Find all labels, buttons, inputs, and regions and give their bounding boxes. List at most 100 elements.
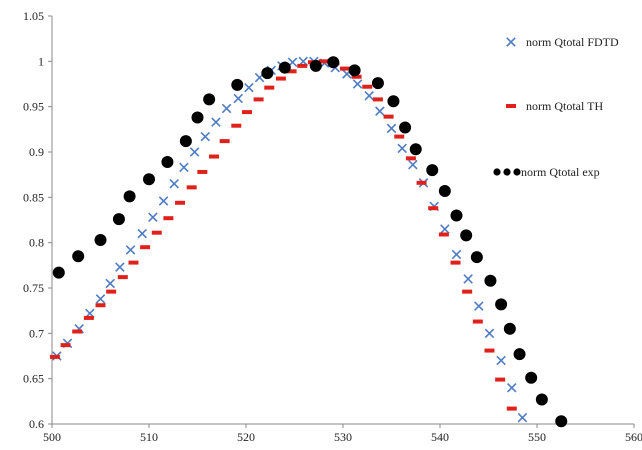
data-point bbox=[140, 245, 151, 250]
data-point bbox=[450, 209, 463, 222]
data-point bbox=[348, 64, 361, 77]
data-point bbox=[462, 289, 473, 294]
data-point bbox=[151, 230, 162, 235]
data-point bbox=[158, 196, 169, 206]
data-point bbox=[517, 412, 528, 423]
y-tick-label: 0.75 bbox=[23, 281, 44, 295]
data-point bbox=[484, 274, 497, 287]
legend-item: norm Qtotal FDTD bbox=[506, 35, 619, 49]
data-point bbox=[105, 278, 115, 289]
data-point bbox=[115, 262, 125, 272]
data-point bbox=[169, 178, 179, 189]
data-point bbox=[352, 79, 363, 89]
data-point bbox=[52, 266, 65, 279]
data-point bbox=[463, 274, 473, 284]
data-point bbox=[386, 123, 397, 134]
data-point bbox=[362, 84, 373, 89]
data-point bbox=[351, 74, 362, 79]
data-point bbox=[161, 155, 174, 168]
data-point bbox=[309, 59, 322, 72]
data-point bbox=[484, 328, 495, 339]
data-point bbox=[450, 260, 461, 265]
legend-label: norm Qtotal FDTD bbox=[526, 35, 619, 49]
data-point bbox=[189, 147, 200, 157]
data-point bbox=[426, 164, 439, 177]
data-point bbox=[286, 69, 297, 74]
data-point bbox=[94, 233, 107, 246]
data-point bbox=[128, 260, 139, 265]
data-point bbox=[397, 143, 407, 154]
x-tick-label: 540 bbox=[431, 430, 449, 444]
data-point bbox=[143, 173, 155, 186]
legend: norm Qtotal FDTD norm Qtotal TH norm Qtota… bbox=[493, 35, 619, 179]
y-tick-label: 1.05 bbox=[23, 9, 44, 23]
legend-marker bbox=[513, 168, 521, 176]
data-point bbox=[137, 228, 147, 239]
legend-marker bbox=[503, 168, 511, 176]
data-point bbox=[375, 106, 385, 116]
x-tick-label: 560 bbox=[625, 430, 642, 444]
data-point bbox=[535, 393, 548, 406]
data-point bbox=[496, 355, 506, 366]
data-point bbox=[261, 67, 274, 80]
data-point bbox=[555, 415, 568, 428]
data-point bbox=[525, 371, 538, 384]
data-point bbox=[484, 348, 495, 353]
data-point bbox=[231, 78, 244, 91]
data-point bbox=[318, 59, 329, 64]
data-point bbox=[513, 348, 526, 361]
legend-label: norm Qtotal exp bbox=[521, 165, 600, 179]
data-point bbox=[405, 156, 416, 161]
data-point bbox=[186, 185, 197, 190]
data-point bbox=[503, 322, 516, 335]
data-point bbox=[117, 275, 128, 280]
data-point bbox=[495, 377, 506, 382]
y-tick-label: 0.8 bbox=[29, 236, 44, 250]
data-point bbox=[253, 97, 264, 102]
series-1 bbox=[52, 56, 528, 423]
data-point bbox=[440, 224, 450, 234]
y-tick-label: 0.9 bbox=[29, 145, 44, 159]
data-point bbox=[241, 110, 252, 115]
x-ticks: 500 510 520 530 540 550 560 bbox=[43, 424, 642, 444]
data-point bbox=[95, 294, 106, 304]
data-point bbox=[460, 229, 473, 242]
data-point bbox=[106, 289, 117, 294]
data-point bbox=[399, 121, 412, 134]
data-point bbox=[364, 91, 374, 101]
series-3 bbox=[52, 56, 568, 428]
data-point bbox=[339, 66, 350, 71]
data-point bbox=[297, 63, 308, 68]
data-point bbox=[409, 143, 422, 156]
data-point bbox=[264, 85, 275, 90]
legend-label: norm Qtotal TH bbox=[526, 99, 603, 113]
data-point bbox=[191, 111, 204, 124]
series-2 bbox=[49, 59, 517, 411]
legend-marker bbox=[506, 104, 516, 108]
data-point bbox=[451, 249, 462, 260]
legend-marker bbox=[506, 37, 516, 47]
y-tick-label: 1 bbox=[38, 54, 44, 68]
data-point bbox=[244, 82, 254, 93]
data-point bbox=[472, 319, 483, 324]
data-point bbox=[123, 190, 136, 203]
legend-item: norm Qtotal exp bbox=[493, 165, 600, 179]
data-point bbox=[95, 303, 106, 308]
data-point bbox=[233, 93, 244, 104]
data-point bbox=[221, 103, 232, 114]
data-point bbox=[372, 97, 383, 102]
data-point bbox=[60, 343, 71, 348]
data-point bbox=[327, 56, 340, 69]
data-point bbox=[231, 123, 242, 128]
data-point bbox=[179, 162, 189, 173]
data-point bbox=[416, 180, 427, 185]
data-point bbox=[72, 329, 83, 334]
data-point bbox=[387, 95, 400, 108]
y-ticks: 0.6 0.65 0.7 0.75 0.8 0.85 0.9 0.95 1 1.05 bbox=[23, 9, 52, 431]
data-point bbox=[495, 298, 508, 311]
y-tick-label: 0.85 bbox=[23, 190, 44, 204]
data-point bbox=[163, 216, 174, 221]
y-tick-label: 0.7 bbox=[29, 326, 44, 340]
data-point bbox=[408, 159, 418, 170]
